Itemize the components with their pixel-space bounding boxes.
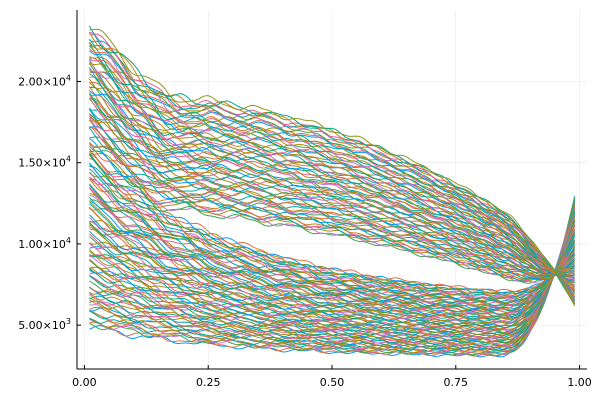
- series-line: [89, 212, 576, 342]
- series-line: [89, 90, 575, 286]
- series-line: [89, 97, 575, 280]
- series-line: [89, 222, 576, 330]
- x-tick-label: 0.75: [444, 376, 469, 389]
- series-line: [89, 222, 576, 332]
- series-line: [89, 98, 575, 279]
- series-line: [89, 201, 576, 352]
- series-line: [89, 142, 575, 278]
- series-line: [89, 152, 575, 280]
- series-line: [89, 228, 576, 325]
- series-line: [88, 38, 576, 301]
- series-line: [89, 86, 575, 284]
- series-line: [88, 113, 575, 277]
- series-line: [89, 165, 575, 295]
- series-line: [89, 178, 576, 300]
- series-line: [88, 93, 575, 281]
- series-line: [88, 86, 575, 284]
- series-layer: [88, 25, 576, 358]
- series-line: [89, 214, 576, 340]
- series-line: [89, 202, 576, 353]
- series-line: [89, 31, 576, 303]
- series-line: [89, 199, 576, 309]
- series-line: [89, 113, 575, 275]
- x-ticks: 0.00 0.25 0.50 0.75 1.00: [72, 365, 592, 389]
- series-line: [89, 138, 575, 280]
- series-line: [89, 187, 576, 306]
- series-line: [88, 117, 575, 276]
- series-line: [89, 207, 576, 314]
- series-line: [88, 81, 575, 289]
- series-line: [88, 127, 575, 277]
- series-line: [89, 197, 576, 357]
- series-line: [89, 171, 575, 295]
- series-line: [89, 225, 576, 327]
- series-line: [89, 144, 575, 279]
- series-line: [89, 58, 576, 298]
- series-line: [88, 162, 576, 294]
- series-line: [89, 117, 575, 275]
- series-line: [89, 73, 575, 288]
- x-tick-label: 0.50: [320, 376, 345, 389]
- y-ticks: 5.00×103 1.00×104 1.50×104 2.00×104: [18, 73, 81, 332]
- series-line: [88, 142, 575, 279]
- y-tick-label: 2.00×104: [18, 73, 71, 88]
- x-tick-label: 0.00: [72, 376, 97, 389]
- x-tick-label: 0.25: [196, 376, 221, 389]
- series-line: [89, 226, 576, 321]
- series-line: [89, 57, 576, 294]
- series-line: [89, 98, 575, 279]
- series-line: [89, 194, 576, 308]
- series-line: [88, 107, 575, 279]
- series-line: [89, 217, 576, 337]
- series-line: [89, 217, 576, 336]
- series-line: [89, 28, 576, 306]
- y-tick-label: 5.00×103: [18, 317, 71, 332]
- series-line: [89, 214, 576, 338]
- x-tick-label: 1.00: [567, 376, 592, 389]
- series-line: [89, 62, 575, 296]
- series-line: [88, 32, 576, 305]
- series-line: [89, 172, 575, 300]
- series-line: [89, 219, 576, 335]
- series-line: [89, 39, 576, 304]
- series-line: [89, 153, 575, 283]
- series-line: [89, 55, 576, 298]
- series-line: [89, 203, 576, 312]
- series-line: [89, 158, 575, 293]
- y-tick-label: 1.50×104: [18, 155, 71, 170]
- series-line: [89, 126, 575, 277]
- series-line: [88, 154, 575, 284]
- series-line: [89, 48, 576, 302]
- series-line: [89, 76, 575, 287]
- y-tick-label: 1.00×104: [18, 236, 71, 251]
- series-line: [89, 224, 576, 320]
